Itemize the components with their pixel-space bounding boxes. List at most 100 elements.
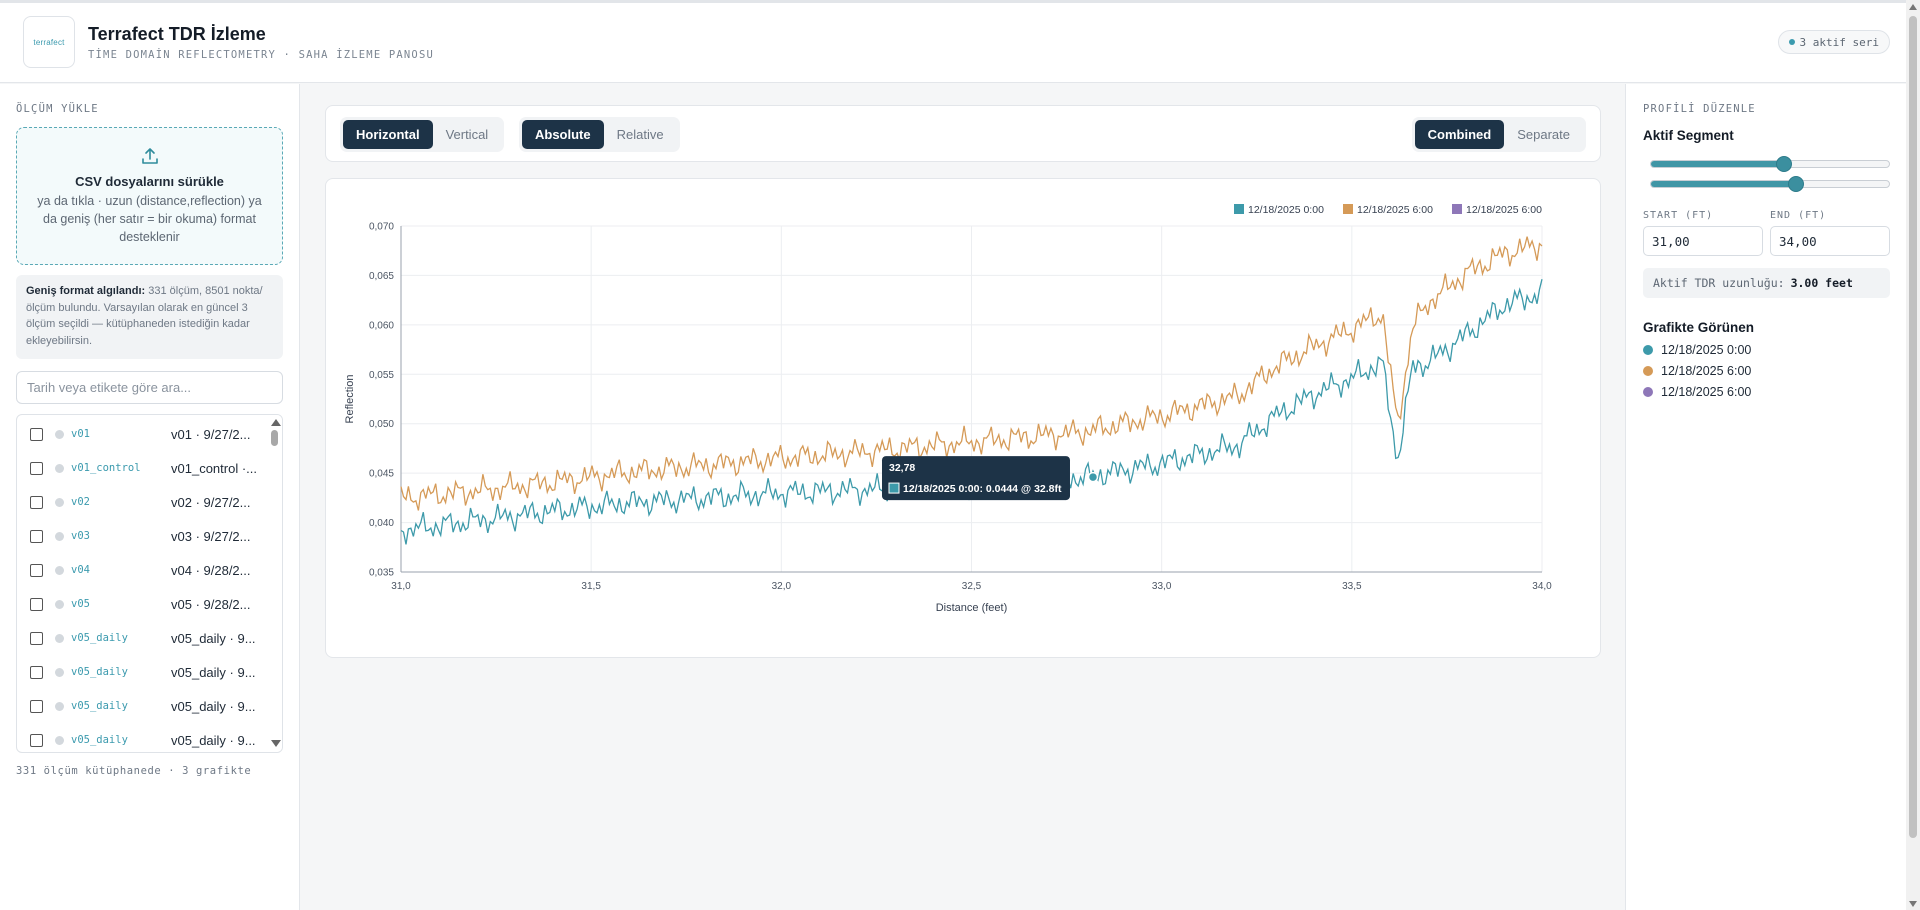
status-dot-icon	[55, 735, 64, 745]
status-dot-icon	[55, 599, 64, 609]
status-dot-icon	[55, 633, 64, 643]
measurement-code: v04	[71, 564, 90, 576]
list-item[interactable]: v03 v03 · 9/27/2...	[17, 519, 267, 553]
layout-toggle: Combined Separate	[1411, 117, 1586, 152]
tdr-length-label: Aktif TDR uzunluğu:	[1653, 276, 1785, 290]
row-checkbox[interactable]	[30, 631, 43, 645]
x-tick-label: 32,0	[772, 581, 792, 592]
scroll-thumb[interactable]	[271, 430, 278, 446]
edit-profile-label: PROFİLİ DÜZENLE	[1643, 103, 1756, 115]
list-item[interactable]: v05_daily v05_daily · 9...	[17, 689, 267, 723]
scroll-down-icon[interactable]	[271, 740, 281, 747]
visible-series-item[interactable]: 12/18/2025 0:00	[1643, 343, 1751, 357]
row-checkbox[interactable]	[30, 563, 43, 577]
legend-swatch	[1452, 204, 1462, 214]
library-count: 331 ölçüm kütüphanede · 3 grafikte	[16, 765, 252, 777]
tdr-length-value: 3.00 feet	[1790, 276, 1853, 290]
start-ft-input[interactable]	[1643, 226, 1763, 256]
measurement-label: v04 · 9/28/2...	[171, 562, 251, 578]
app-title: Terrafect TDR İzleme	[88, 24, 266, 44]
tooltip-swatch	[888, 482, 900, 494]
scale-relative-button[interactable]: Relative	[616, 127, 664, 142]
start-field-label: START (FT)	[1643, 210, 1714, 221]
page-scrollbar[interactable]	[1906, 0, 1920, 910]
row-checkbox[interactable]	[30, 699, 43, 713]
list-item[interactable]: v01 v01 · 9/27/2...	[17, 417, 267, 451]
scale-absolute-button[interactable]: Absolute	[522, 120, 604, 149]
list-item[interactable]: v05 v05 · 9/28/2...	[17, 587, 267, 621]
row-checkbox[interactable]	[30, 461, 43, 475]
segment-start-slider[interactable]	[1650, 156, 1890, 172]
measurement-code: v05_daily	[71, 632, 128, 644]
upload-icon	[141, 148, 158, 164]
series-color-dot	[1643, 366, 1653, 376]
row-checkbox[interactable]	[30, 495, 43, 509]
measurement-label: v05_daily · 9...	[171, 698, 256, 714]
list-item[interactable]: v05_daily v05_daily · 9...	[17, 723, 267, 752]
measurement-code: v05	[71, 598, 90, 610]
measurement-search-input[interactable]	[16, 371, 283, 404]
legend-label: 12/18/2025 0:00	[1248, 204, 1324, 216]
visible-series-item[interactable]: 12/18/2025 6:00	[1643, 364, 1751, 378]
format-info-text: 331 ölçüm, 8501 nokta/ölçüm bulundu. Var…	[26, 285, 263, 347]
active-series-text: 3 aktif seri	[1799, 35, 1879, 49]
csv-dropzone[interactable]: CSV dosyalarını sürükle ya da tıkla · uz…	[16, 127, 283, 265]
visible-series-label: 12/18/2025 6:00	[1661, 364, 1752, 378]
tooltip-title: 32,78	[889, 462, 915, 474]
scroll-up-icon[interactable]	[271, 419, 281, 426]
end-ft-input[interactable]	[1770, 226, 1890, 256]
visible-series-item[interactable]: 12/18/2025 6:00	[1643, 385, 1751, 399]
list-item[interactable]: v05_daily v05_daily · 9...	[17, 621, 267, 655]
active-segment-title: Aktif Segment	[1643, 128, 1734, 143]
row-checkbox[interactable]	[30, 529, 43, 543]
x-tick-label: 31,5	[581, 581, 601, 592]
measurement-code: v05_daily	[71, 666, 128, 678]
x-tick-label: 33,5	[1342, 581, 1362, 592]
scroll-down-icon[interactable]	[1909, 901, 1917, 907]
layout-combined-button[interactable]: Combined	[1414, 120, 1505, 149]
orientation-horizontal-button[interactable]: Horizontal	[343, 120, 433, 149]
tdr-length-box: Aktif TDR uzunluğu: 3.00 feet	[1643, 268, 1890, 298]
list-item[interactable]: v02 v02 · 9/27/2...	[17, 485, 267, 519]
chart-card: 31,0 31,5 32,0 32,5 33,0 33,5 34,0 0,035 0,040 0,…	[325, 178, 1601, 658]
measurement-code: v05_daily	[71, 734, 128, 746]
app-logo: terrafect	[23, 16, 75, 68]
tooltip-box	[881, 456, 1070, 501]
top-border	[0, 0, 1920, 3]
app-subtitle: TİME DOMAİN REFLECTOMETRY · SAHA İZLEME …	[88, 49, 434, 61]
main-area: Horizontal Vertical Absolute Relative Co…	[301, 84, 1624, 910]
scroll-up-icon[interactable]	[1909, 4, 1917, 10]
row-checkbox[interactable]	[30, 427, 43, 441]
orientation-vertical-button[interactable]: Vertical	[445, 127, 489, 142]
row-checkbox[interactable]	[30, 733, 43, 747]
list-item[interactable]: v01_control v01_control ·...	[17, 451, 267, 485]
y-tick-label: 0,050	[369, 419, 394, 430]
dropzone-description: ya da tıkla · uzun (distance,reflection)…	[37, 194, 262, 244]
list-item[interactable]: v05_daily v05_daily · 9...	[17, 655, 267, 689]
status-dot-icon	[55, 565, 64, 575]
page-scroll-thumb[interactable]	[1909, 16, 1917, 838]
measurement-label: v05_daily · 9...	[171, 732, 256, 748]
status-dot-icon	[55, 531, 64, 541]
slider-knob[interactable]	[1776, 156, 1793, 172]
row-checkbox[interactable]	[30, 665, 43, 679]
tooltip-line: 12/18/2025 0:00: 0.0444 @ 32.8ft	[903, 483, 1062, 495]
reflection-chart[interactable]: 31,0 31,5 32,0 32,5 33,0 33,5 34,0 0,035 0,040 0,…	[326, 179, 1602, 659]
y-axis-label: Reflection	[344, 375, 356, 424]
x-tick-label: 33,0	[1152, 581, 1172, 592]
dropzone-title: CSV dosyalarını sürükle	[75, 174, 224, 189]
list-scrollbar[interactable]	[267, 415, 282, 752]
list-item[interactable]: v04 v04 · 9/28/2...	[17, 553, 267, 587]
slider-knob[interactable]	[1788, 176, 1805, 192]
y-tick-label: 0,060	[369, 320, 394, 331]
measurement-sidebar: ÖLÇÜM YÜKLE CSV dosyalarını sürükle ya d…	[0, 84, 300, 910]
layout-separate-button[interactable]: Separate	[1517, 127, 1570, 142]
visible-series-label: 12/18/2025 0:00	[1661, 343, 1752, 357]
row-checkbox[interactable]	[30, 597, 43, 611]
segment-end-slider[interactable]	[1650, 176, 1890, 192]
status-dot-icon	[55, 701, 64, 711]
status-dot-icon	[55, 463, 64, 473]
x-tick-label: 34,0	[1532, 581, 1552, 592]
measurement-label: v05_daily · 9...	[171, 630, 256, 646]
series-color-dot	[1643, 345, 1653, 355]
